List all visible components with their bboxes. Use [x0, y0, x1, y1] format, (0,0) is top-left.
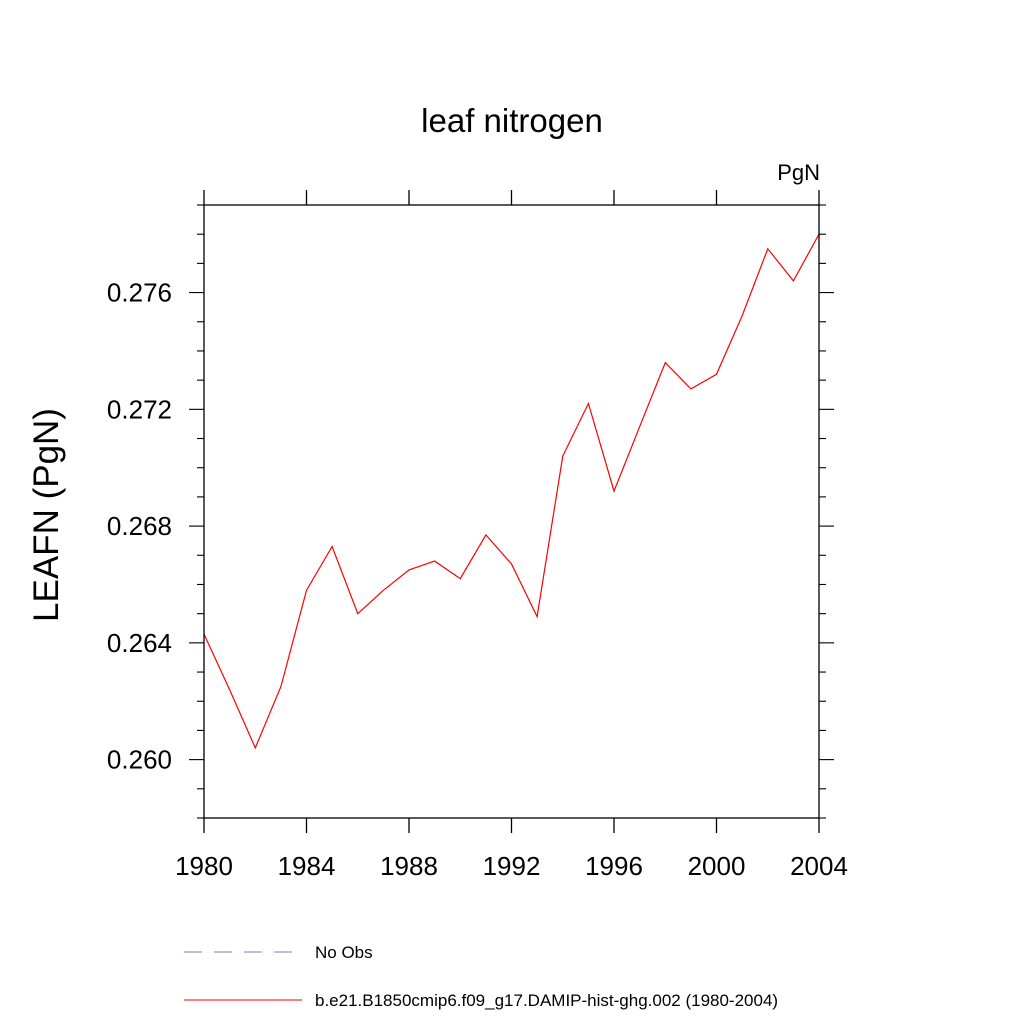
x-tick-label-2004: 2004 [790, 851, 848, 881]
chart-title: leaf nitrogen [421, 102, 603, 139]
series-layer [203, 233, 820, 750]
series-line-0 [203, 233, 820, 750]
y-tick-label-1: 0.264 [107, 628, 172, 658]
legend-label-model: b.e21.B1850cmip6.f09_g17.DAMIP-hist-ghg.… [315, 991, 778, 1010]
x-tick-label-1988: 1988 [380, 851, 438, 881]
plot-frame [203, 204, 820, 819]
x-tick-label-1980: 1980 [175, 851, 233, 881]
units-label: PgN [777, 160, 820, 185]
axis-ticks: 1980 1984 1988 1992 1996 2000 2004 0.260 0.264 0.… [107, 190, 848, 881]
x-tick-label-1992: 1992 [483, 851, 541, 881]
x-tick-label-1996: 1996 [585, 851, 643, 881]
y-tick-label-4: 0.276 [107, 278, 172, 308]
legend: No Obs b.e21.B1850cmip6.f09_g17.DAMIP-hi… [184, 943, 778, 1010]
x-tick-label-2000: 2000 [688, 851, 746, 881]
y-tick-label-2: 0.268 [107, 511, 172, 541]
y-axis-label: LEAFN (PgN) [27, 408, 66, 622]
y-tick-label-3: 0.272 [107, 394, 172, 424]
y-tick-label-0: 0.260 [107, 745, 172, 775]
x-tick-label-1984: 1984 [278, 851, 336, 881]
legend-label-no-obs: No Obs [315, 943, 373, 962]
